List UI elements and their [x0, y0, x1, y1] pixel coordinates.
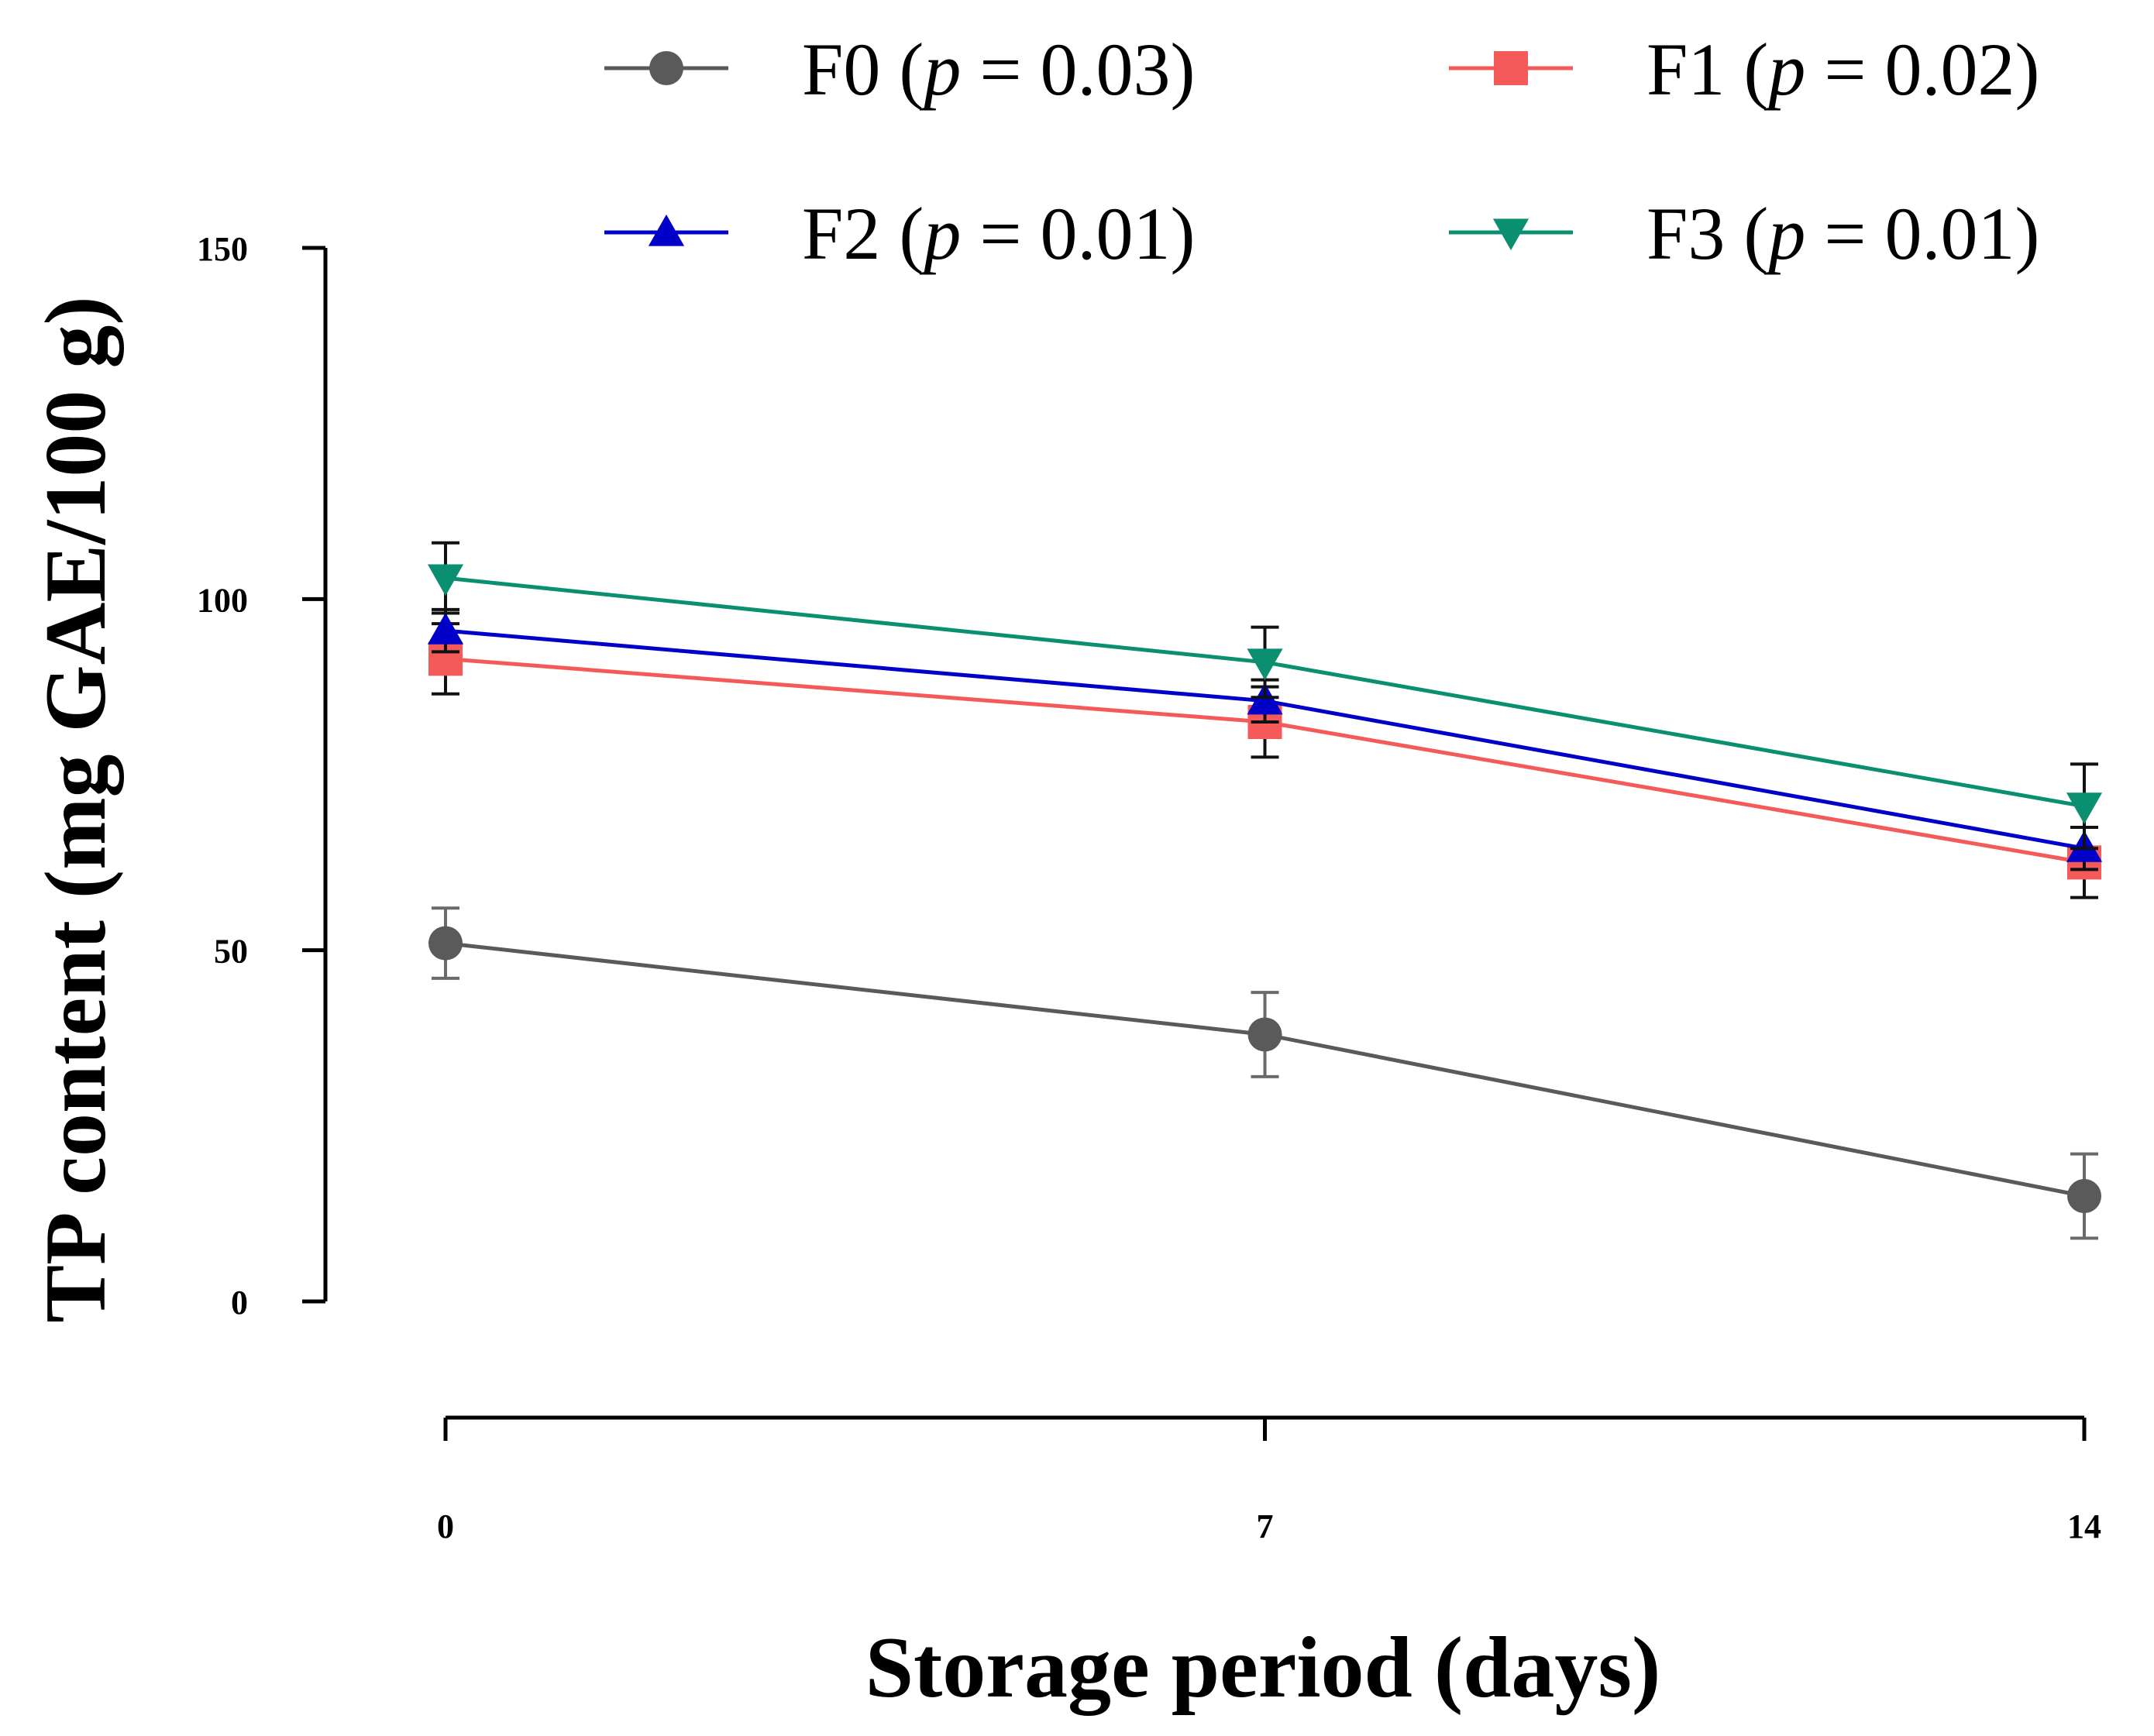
legend-name: F0	[802, 28, 899, 111]
legend-entry-f2: F2 (p = 0.01)	[604, 192, 1195, 275]
y-tick-label: 0	[231, 1284, 248, 1322]
y-tick-label: 150	[197, 230, 248, 268]
data-point-f2	[427, 613, 464, 645]
legend-marker	[1494, 51, 1528, 85]
legend-p-prefix: (	[1743, 28, 1768, 111]
legend-marker	[649, 51, 683, 85]
x-axis-title: Storage period (days)	[865, 1620, 1661, 1716]
legend: F0 (p = 0.03) F1 (p = 0.02)F2 (p = 0.01) F…	[604, 28, 2039, 275]
y-tick-label: 50	[214, 933, 248, 971]
legend-label: F1 (p = 0.02)	[1646, 28, 2039, 111]
data-point-f3	[2066, 792, 2103, 824]
legend-name: F3	[1646, 192, 1743, 275]
y-axis: 0 50 100 150	[197, 230, 328, 1322]
legend-p-symbol: p	[919, 192, 961, 275]
legend-marker	[648, 214, 685, 246]
x-tick-label: 7	[1257, 1507, 1274, 1545]
data-point-f3	[427, 564, 464, 596]
series-f2	[427, 607, 2103, 871]
y-tick-label: 100	[197, 581, 248, 619]
x-axis: 0 7 14	[437, 1415, 2101, 1545]
legend-p-symbol: p	[919, 28, 961, 111]
legend-p-suffix: = 0.02)	[1805, 28, 2039, 111]
legend-label: F3 (p = 0.01)	[1646, 192, 2039, 275]
legend-entry-f1: F1 (p = 0.02)	[1449, 28, 2039, 111]
legend-p-prefix: (	[899, 192, 924, 275]
legend-p-prefix: (	[899, 28, 924, 111]
legend-name: F1	[1646, 28, 1743, 111]
data-point-f0	[428, 926, 463, 961]
legend-p-suffix: = 0.03)	[961, 28, 1195, 111]
legend-p-suffix: = 0.01)	[961, 192, 1195, 275]
legend-p-suffix: = 0.01)	[1805, 192, 2039, 275]
data-point-f3	[1247, 648, 1283, 681]
legend-entry-f0: F0 (p = 0.03)	[604, 28, 1195, 111]
legend-name: F2	[802, 192, 899, 275]
series-f3	[427, 541, 2103, 851]
legend-label: F0 (p = 0.03)	[802, 28, 1195, 111]
legend-entry-f3: F3 (p = 0.01)	[1449, 192, 2039, 275]
y-axis-title: TP content (mg GAE/100 g)	[28, 296, 124, 1322]
series-f0	[428, 906, 2101, 1240]
legend-p-prefix: (	[1743, 192, 1768, 275]
data-point-f0	[2067, 1179, 2101, 1213]
data-point-f0	[1247, 1017, 1282, 1052]
legend-p-symbol: p	[1763, 192, 1805, 275]
legend-marker	[1492, 218, 1529, 251]
x-tick-label: 14	[2067, 1507, 2101, 1545]
legend-label: F2 (p = 0.01)	[802, 192, 1195, 275]
x-tick-label: 0	[437, 1507, 454, 1545]
legend-p-symbol: p	[1763, 28, 1805, 111]
series-layer	[427, 541, 2103, 1240]
